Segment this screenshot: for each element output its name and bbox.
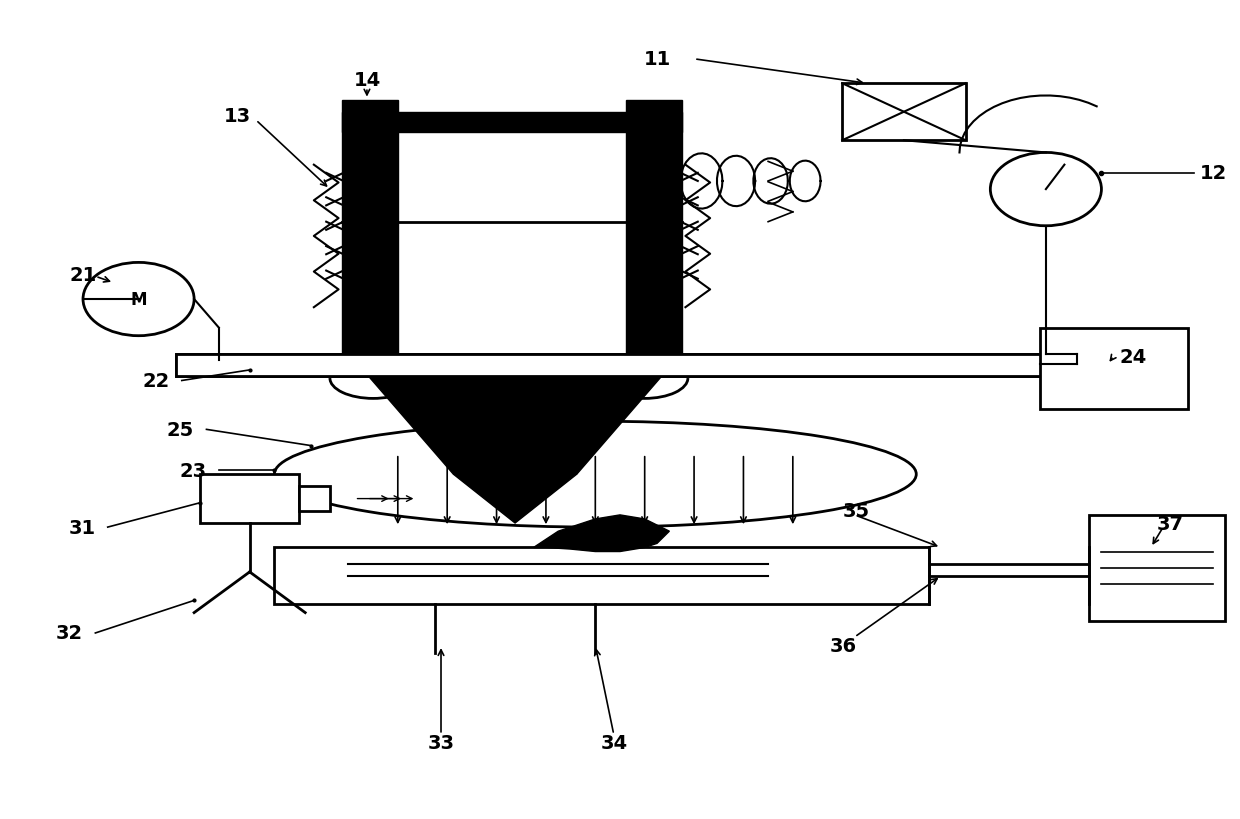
Text: 21: 21 [69, 266, 97, 285]
Text: M: M [130, 291, 146, 309]
FancyBboxPatch shape [201, 474, 299, 523]
FancyBboxPatch shape [842, 84, 966, 141]
Text: 22: 22 [143, 372, 170, 391]
Text: 34: 34 [600, 734, 627, 753]
Text: 31: 31 [68, 518, 95, 537]
Polygon shape [454, 474, 577, 523]
Text: 36: 36 [830, 636, 857, 655]
Text: 14: 14 [353, 70, 381, 89]
Text: 23: 23 [180, 461, 207, 480]
Text: 24: 24 [1120, 347, 1147, 366]
Text: 25: 25 [167, 420, 195, 439]
Text: 37: 37 [1157, 514, 1184, 533]
Text: 11: 11 [644, 50, 671, 69]
FancyBboxPatch shape [1039, 328, 1188, 410]
FancyBboxPatch shape [299, 486, 330, 511]
FancyBboxPatch shape [342, 101, 398, 360]
Text: 35: 35 [842, 502, 869, 521]
FancyBboxPatch shape [342, 112, 682, 133]
FancyBboxPatch shape [626, 101, 682, 360]
FancyBboxPatch shape [176, 354, 1076, 377]
FancyBboxPatch shape [176, 354, 1076, 377]
Text: 33: 33 [428, 734, 455, 753]
FancyBboxPatch shape [1089, 515, 1225, 621]
Text: 12: 12 [1200, 164, 1228, 183]
Polygon shape [355, 360, 676, 474]
FancyBboxPatch shape [274, 548, 929, 604]
Text: 13: 13 [223, 107, 250, 126]
Text: 32: 32 [56, 624, 83, 643]
Polygon shape [533, 515, 670, 552]
